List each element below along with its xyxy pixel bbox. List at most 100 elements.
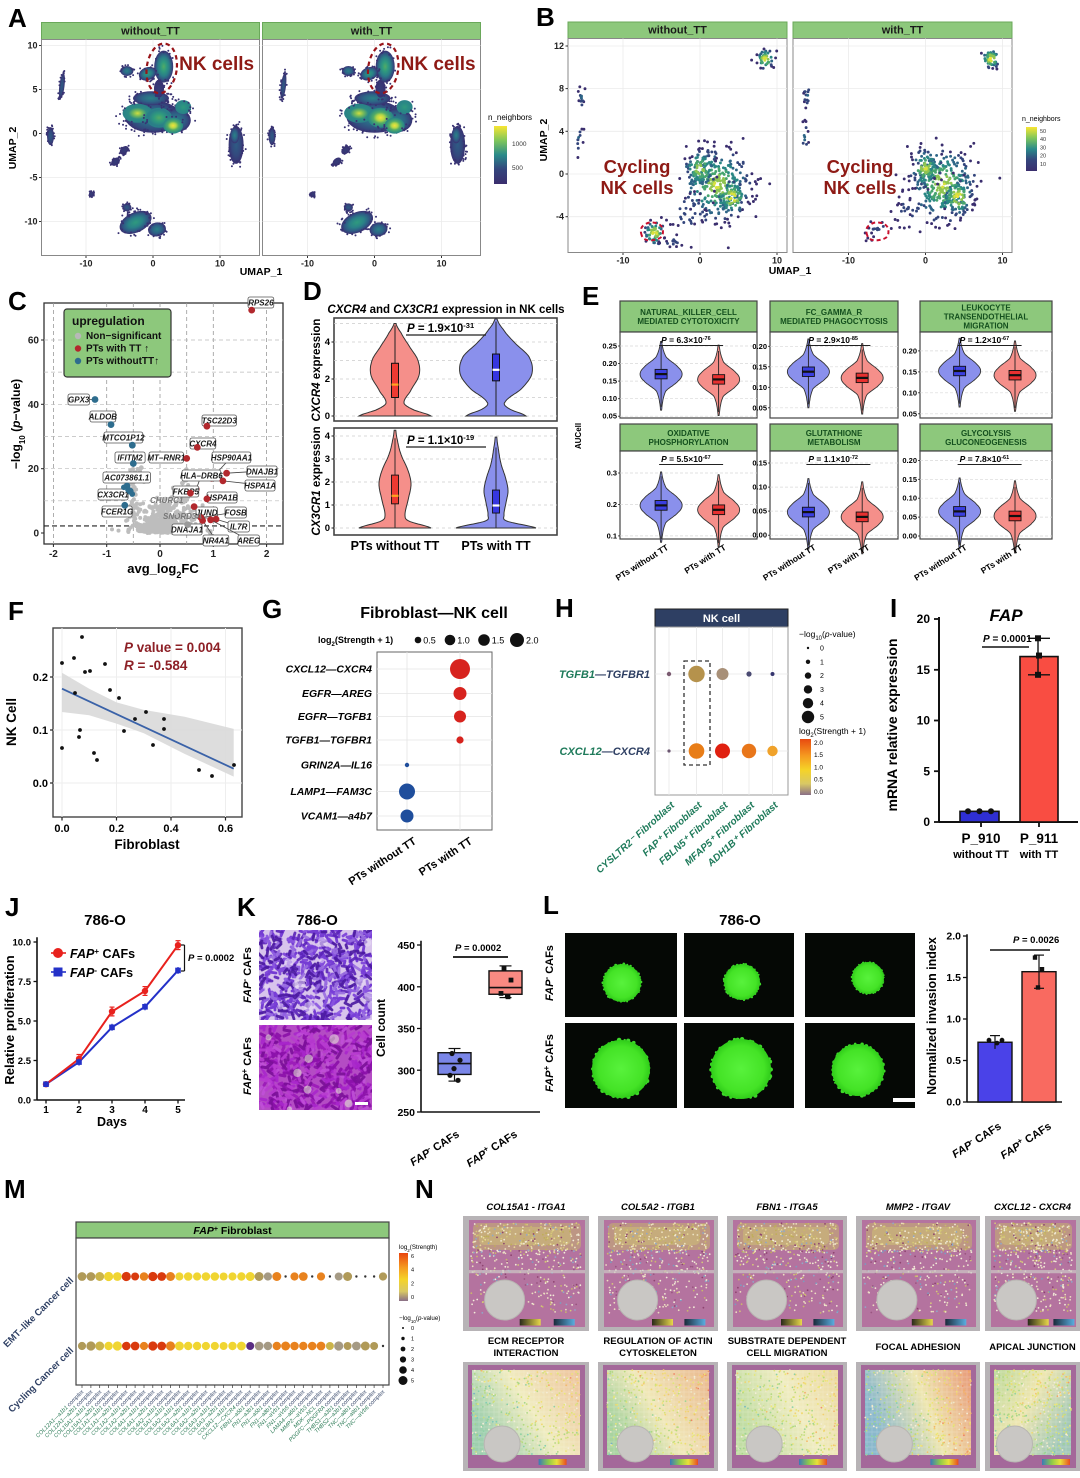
svg-text:0: 0	[411, 1295, 414, 1301]
svg-text:0.20: 0.20	[902, 456, 917, 465]
svg-text:0.25: 0.25	[602, 342, 617, 351]
svg-text:PTs with TT: PTs with TT	[826, 542, 872, 576]
svg-text:2: 2	[264, 549, 270, 560]
svg-text:250: 250	[397, 1107, 415, 1119]
svg-text:CXCR4 and CX3CR1 expression in: CXCR4 and CX3CR1 expression in NK cells	[327, 304, 564, 316]
svg-text:1.5: 1.5	[814, 752, 823, 759]
svg-text:DNAJA1: DNAJA1	[171, 526, 204, 535]
svg-text:TRANSENDOTHELIAL: TRANSENDOTHELIAL	[944, 313, 1029, 322]
svg-text:without TT: without TT	[952, 849, 1009, 861]
svg-text:0.1: 0.1	[33, 725, 48, 737]
svg-text:5.0: 5.0	[18, 1017, 31, 1028]
svg-text:0.5: 0.5	[423, 636, 436, 646]
svg-text:ECM RECEPTOR: ECM RECEPTOR	[488, 1336, 565, 1347]
svg-text:UMAP_2: UMAP_2	[7, 127, 19, 170]
svg-text:B: B	[536, 2, 555, 32]
svg-text:IFITM2: IFITM2	[117, 454, 143, 463]
svg-text:FAP- CAFs: FAP- CAFs	[542, 945, 557, 1001]
svg-text:Cycling: Cycling	[604, 156, 671, 177]
svg-text:4: 4	[325, 431, 331, 442]
svg-text:0.4: 0.4	[163, 823, 179, 835]
svg-text:0.05: 0.05	[602, 412, 617, 421]
svg-text:0.2: 0.2	[109, 823, 124, 835]
svg-text:1.0: 1.0	[457, 636, 470, 646]
svg-text:P = 6.3×10-76: P = 6.3×10-76	[661, 335, 711, 345]
svg-text:10: 10	[997, 256, 1007, 266]
svg-text:FAP- CAFs: FAP- CAFs	[407, 1126, 462, 1169]
svg-text:NK cell: NK cell	[703, 613, 740, 625]
svg-text:PTs without TT: PTs without TT	[614, 542, 671, 583]
svg-text:P_911: P_911	[1020, 831, 1059, 846]
svg-text:10: 10	[917, 714, 931, 728]
svg-text:Fibroblast: Fibroblast	[114, 837, 180, 852]
svg-text:H: H	[555, 593, 574, 623]
svg-text:0: 0	[157, 549, 163, 560]
svg-text:P = 5.5×10-67: P = 5.5×10-67	[661, 454, 711, 464]
svg-text:0.0: 0.0	[946, 1097, 961, 1109]
svg-text:log2(Strength + 1): log2(Strength + 1)	[799, 726, 866, 739]
svg-text:-10: -10	[24, 217, 37, 227]
svg-text:0.15: 0.15	[902, 475, 917, 484]
svg-text:TGFB1—TGFBR1: TGFB1—TGFBR1	[285, 735, 372, 747]
svg-text:1: 1	[325, 500, 331, 511]
svg-text:PHOSPHORYLATION: PHOSPHORYLATION	[648, 438, 728, 447]
svg-text:4: 4	[820, 701, 824, 708]
svg-text:with TT: with TT	[1019, 849, 1059, 861]
svg-text:0: 0	[372, 259, 377, 269]
svg-text:−log10(p-value): −log10(p-value)	[799, 629, 856, 642]
svg-text:5: 5	[32, 85, 37, 95]
svg-text:FBN1 - ITGA5: FBN1 - ITGA5	[756, 1202, 818, 1213]
svg-text:Non−significant: Non−significant	[86, 331, 162, 342]
svg-text:0.5: 0.5	[946, 1055, 961, 1067]
svg-text:-10: -10	[616, 256, 629, 266]
svg-text:INTERACTION: INTERACTION	[494, 1348, 559, 1359]
svg-text:GLUCONEOGENESIS: GLUCONEOGENESIS	[945, 438, 1027, 447]
svg-text:0.05: 0.05	[752, 403, 767, 412]
svg-text:0.15: 0.15	[752, 362, 767, 371]
svg-text:E: E	[582, 281, 599, 311]
svg-text:0.10: 0.10	[602, 394, 617, 403]
svg-text:FAP+ CAFs: FAP+ CAFs	[70, 947, 135, 962]
svg-text:0.15: 0.15	[602, 377, 617, 386]
svg-text:without_TT: without_TT	[120, 26, 180, 38]
svg-text:CXCR4 expression: CXCR4 expression	[311, 319, 323, 422]
svg-text:0.2: 0.2	[33, 672, 48, 684]
svg-text:2: 2	[325, 374, 330, 385]
svg-text:0: 0	[33, 529, 39, 540]
svg-text:0: 0	[820, 646, 824, 653]
svg-text:REGULATION OF ACTIN: REGULATION OF ACTIN	[603, 1336, 712, 1347]
svg-text:GRIN2A—IL16: GRIN2A—IL16	[301, 760, 372, 772]
svg-text:A: A	[8, 3, 27, 33]
svg-text:0: 0	[923, 256, 928, 266]
svg-text:FOCAL ADHESION: FOCAL ADHESION	[876, 1342, 961, 1353]
svg-text:CHURC1: CHURC1	[150, 496, 184, 505]
svg-text:1: 1	[43, 1105, 49, 1116]
svg-text:LAMP1—FAM3C: LAMP1—FAM3C	[290, 786, 372, 798]
svg-text:FAP- CAFs: FAP- CAFs	[70, 966, 133, 981]
svg-text:F: F	[8, 596, 24, 626]
svg-text:4: 4	[411, 1368, 414, 1374]
svg-text:P = 2.9×10-85: P = 2.9×10-85	[808, 335, 858, 345]
svg-text:MEDIATED CYTOTOXICITY: MEDIATED CYTOTOXICITY	[637, 317, 740, 326]
svg-text:n_neighbors: n_neighbors	[1022, 116, 1061, 123]
svg-text:0.0: 0.0	[54, 823, 69, 835]
svg-text:350: 350	[397, 1024, 415, 1036]
svg-text:50: 50	[1040, 129, 1046, 135]
svg-text:60: 60	[28, 335, 40, 346]
svg-text:P = 1.9×10-31: P = 1.9×10-31	[407, 321, 474, 336]
svg-text:12: 12	[554, 41, 564, 51]
svg-text:GLYCOLYSIS: GLYCOLYSIS	[961, 429, 1012, 438]
svg-text:METABOLISM: METABOLISM	[807, 438, 861, 447]
svg-text:EMT–like Cancer cell: EMT–like Cancer cell	[1, 1275, 76, 1350]
svg-text:1: 1	[411, 1337, 414, 1343]
svg-text:HSP90AA1: HSP90AA1	[211, 454, 253, 463]
svg-text:4: 4	[142, 1105, 148, 1116]
svg-text:-5: -5	[29, 173, 37, 183]
svg-text:HLA–DRB6: HLA–DRB6	[180, 472, 223, 481]
svg-text:Cycling: Cycling	[827, 156, 894, 177]
svg-text:HSPA1B: HSPA1B	[206, 494, 238, 503]
svg-text:2: 2	[325, 477, 330, 488]
svg-text:40: 40	[28, 400, 40, 411]
svg-text:PTs without TT: PTs without TT	[351, 539, 440, 553]
svg-text:J: J	[5, 892, 19, 922]
